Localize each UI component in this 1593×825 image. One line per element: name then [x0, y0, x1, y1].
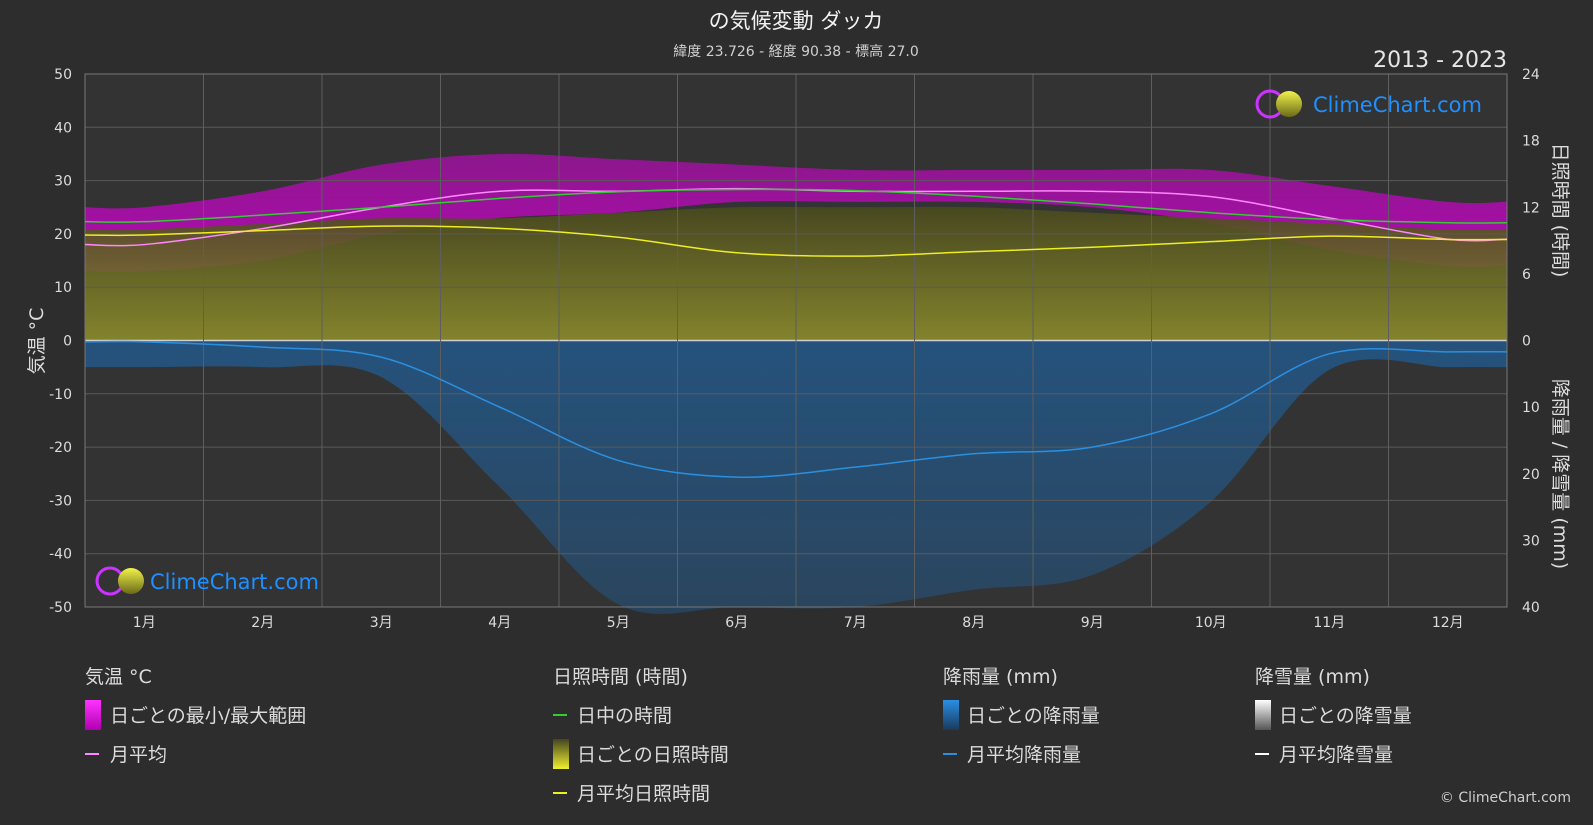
x-tick-month: 8月: [962, 615, 985, 631]
brand-text-top: ClimeChart.com: [1313, 93, 1482, 117]
y-tick-right-sun: 0: [1522, 334, 1531, 350]
x-tick-month: 4月: [488, 615, 511, 631]
legend-sun-avg-label: 月平均日照時間: [577, 783, 710, 805]
y-tick-right-sun: 24: [1522, 67, 1540, 83]
y-tick-left: -10: [49, 387, 72, 403]
y-tick-left: 10: [54, 280, 72, 296]
y-tick-right-precip: 20: [1522, 467, 1540, 483]
series-line-月平均日照時間: [84, 225, 1508, 257]
series-lines: [84, 187, 1508, 478]
legend-snow-title: 降雪量 (mm): [1255, 666, 1370, 688]
legend-snow-avg-label: 月平均降雪量: [1279, 744, 1393, 766]
y-tick-left: 50: [54, 67, 72, 83]
legend-snow-daily-swatch: [1255, 700, 1271, 730]
x-tick-month: 6月: [725, 615, 748, 631]
series-line-月平均降雨量: [84, 340, 1508, 478]
y-axis-left-label: 気温 °C: [26, 308, 48, 375]
y-tick-right-precip: 30: [1522, 533, 1540, 549]
legend-temp-range-swatch: [85, 700, 101, 730]
y-tick-left: 20: [54, 227, 72, 243]
axes: 50 40 30 20 10 0 -10 -20 -30 -40 -50 24 18 12 6 0 10 20 30…: [49, 67, 1540, 631]
y-tick-left: 30: [54, 174, 72, 190]
legend-sun-daily-label: 日ごとの日照時間: [577, 744, 729, 766]
legend-rain-avg-label: 月平均降雨量: [967, 744, 1081, 766]
y-tick-right-precip: 10: [1522, 400, 1540, 416]
y-axis-right-bottom-label: 降雨量 / 降雪量 (mm): [1549, 379, 1571, 569]
y-tick-left: -30: [49, 493, 72, 509]
brand-text-bottom: ClimeChart.com: [150, 570, 319, 594]
year-range: 2013 - 2023: [1373, 48, 1507, 73]
legend-rain-daily-swatch: [943, 700, 959, 730]
y-tick-right-sun: 18: [1522, 134, 1540, 150]
y-tick-right-sun: 12: [1522, 200, 1540, 216]
brand-logo-top[interactable]: ClimeChart.com: [1255, 89, 1482, 119]
y-tick-left: -20: [49, 440, 72, 456]
legend-daylight-label: 日中の時間: [577, 705, 672, 727]
legend-snow-daily-label: 日ごとの降雪量: [1279, 705, 1412, 727]
x-tick-month: 7月: [844, 615, 867, 631]
x-tick-month: 9月: [1081, 615, 1104, 631]
legend-temp-avg-label: 月平均: [110, 744, 167, 766]
grid: [84, 73, 1508, 608]
y-tick-left: 0: [63, 334, 72, 350]
x-tick-month: 12月: [1432, 615, 1464, 631]
copyright[interactable]: © ClimeChart.com: [1440, 790, 1571, 806]
legend-sun-title: 日照時間 (時間): [553, 666, 688, 688]
chart-title: の気候変動 ダッカ: [709, 9, 884, 33]
legend-rain-daily-label: 日ごとの降雨量: [967, 705, 1100, 727]
legend-temp-title: 気温 °C: [85, 666, 152, 688]
series-line-日中の時間: [84, 188, 1508, 224]
y-axis-right-top-label: 日照時間 (時間): [1549, 143, 1571, 278]
y-tick-left: -40: [49, 547, 72, 563]
x-tick-month: 2月: [251, 615, 274, 631]
x-tick-month: 11月: [1313, 615, 1345, 631]
legend-temp-range-label: 日ごとの最小/最大範囲: [110, 705, 306, 727]
y-tick-left: 40: [54, 120, 72, 136]
y-tick-right-sun: 6: [1522, 267, 1531, 283]
x-tick-month: 5月: [607, 615, 630, 631]
chart-subtitle: 緯度 23.726 - 経度 90.38 - 標高 27.0: [673, 43, 919, 60]
plot-border: [84, 73, 1508, 608]
logo-sun-icon: [1276, 91, 1302, 117]
brand-logo-bottom[interactable]: ClimeChart.com: [95, 566, 319, 596]
legend-rain-title: 降雨量 (mm): [943, 666, 1058, 688]
y-tick-right-precip: 40: [1522, 600, 1540, 616]
x-tick-month: 1月: [133, 615, 156, 631]
logo-sun-icon: [118, 568, 144, 594]
y-tick-left: -50: [49, 600, 72, 616]
x-tick-month: 10月: [1195, 615, 1227, 631]
legend-sun-daily-swatch: [553, 739, 569, 769]
x-tick-month: 3月: [370, 615, 393, 631]
